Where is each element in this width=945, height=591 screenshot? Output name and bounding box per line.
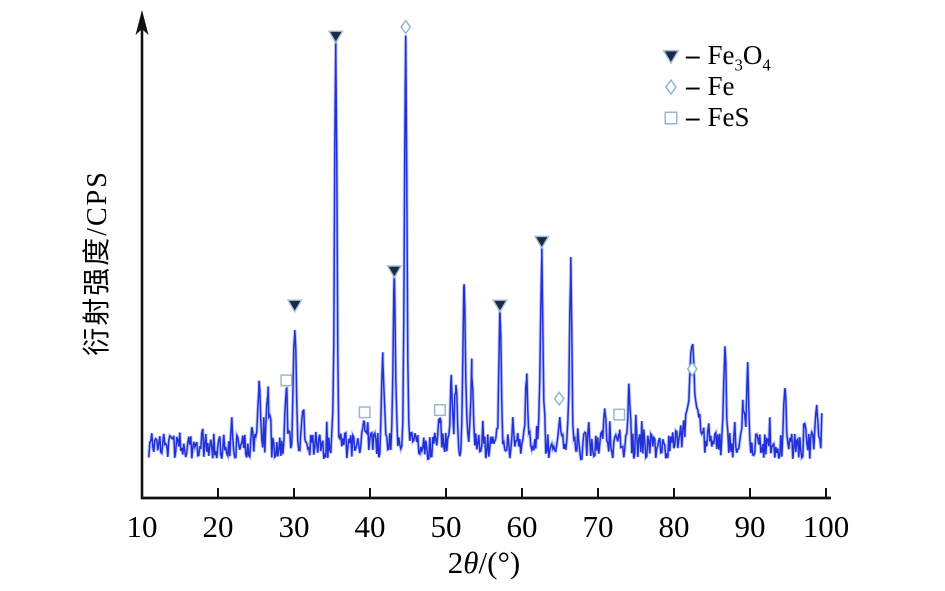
fe-marker-icon <box>553 390 565 407</box>
square-icon <box>664 110 678 125</box>
x-axis-label-theta: θ <box>463 545 479 580</box>
legend-item-fe: – Fe <box>662 71 771 102</box>
x-axis-label-prefix: 2 <box>447 545 464 580</box>
x-axis-label-suffix: /(°) <box>478 545 521 580</box>
fes-marker-icon <box>280 374 293 387</box>
fe3o4-marker-icon <box>286 299 303 314</box>
x-tick-label: 20 <box>203 509 234 544</box>
x-tick-label: 70 <box>583 509 614 544</box>
fe3o4-marker-icon <box>533 235 550 250</box>
x-tick-label: 50 <box>431 509 462 544</box>
x-tick-label: 100 <box>803 509 850 544</box>
triangle-down-glyph <box>662 49 680 65</box>
fe3o4-marker-icon <box>386 265 403 279</box>
legend: – Fe3O4– Fe – FeS <box>662 40 771 133</box>
x-tick-label: 90 <box>735 509 766 544</box>
diamond-icon <box>665 78 677 95</box>
x-tick-label: 10 <box>127 509 158 544</box>
legend-item-fe3o4: – Fe3O4 <box>662 40 771 75</box>
x-tick-label: 60 <box>507 509 538 544</box>
fe3o4-marker-icon <box>327 30 344 45</box>
x-tick-label: 80 <box>659 509 690 544</box>
triangle-down-icon <box>662 49 680 65</box>
legend-separator: – <box>686 102 700 132</box>
fes-marker-icon <box>358 406 371 419</box>
y-axis-label: 衍射强度/CPS <box>82 170 113 356</box>
x-tick-label: 40 <box>355 509 386 544</box>
diamond-glyph <box>665 78 677 95</box>
legend-separator: – <box>686 40 700 70</box>
xrd-trace <box>148 35 823 461</box>
fe3o4-marker-icon <box>491 299 509 314</box>
legend-item-fes: – FeS <box>662 102 771 133</box>
square-glyph <box>664 110 678 125</box>
fe-marker-icon <box>400 19 412 35</box>
fes-marker-icon <box>433 404 446 417</box>
y-axis-arrow-icon <box>135 10 149 35</box>
fes-marker-icon <box>613 408 626 421</box>
x-axis-label: 2θ/(°) <box>448 545 520 581</box>
x-tick-label: 30 <box>279 509 310 544</box>
legend-separator: – <box>686 71 700 101</box>
legend-label: Fe3O4 <box>707 40 771 75</box>
fe-marker-icon <box>686 361 698 377</box>
legend-label: FeS <box>707 102 750 132</box>
legend-label: Fe <box>707 71 735 101</box>
